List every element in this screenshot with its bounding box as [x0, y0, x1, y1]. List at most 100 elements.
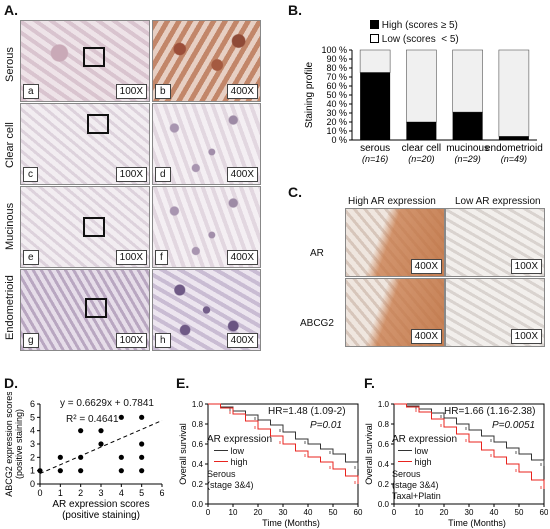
regression-equation: y = 0.6629x + 0.7841	[60, 398, 154, 409]
sublabel-g: g	[23, 333, 39, 348]
x-tick-label: 30	[279, 508, 288, 517]
bar-high-serous	[360, 72, 391, 140]
km-chart-e: 0.0 0.2 0.4 0.6 0.8 1.0 0 10 20 30 40 50 60 Time (Mon…	[178, 400, 363, 528]
data-point	[78, 468, 84, 474]
x-tick-label: 10	[415, 508, 424, 517]
sublabel-h: h	[155, 333, 171, 348]
n-label: (n=16)	[362, 154, 388, 164]
ihc-abcg2-low: 100X	[445, 278, 545, 347]
survival-curve-high	[394, 403, 545, 489]
hazard-ratio-f: HR=1.66 (1.16-2.38)	[444, 406, 536, 417]
y-tick-label: 50 %	[326, 90, 347, 100]
p-value-e: P=0.01	[310, 420, 342, 431]
y-tick-label: 0	[30, 479, 35, 489]
y-axis-label: ABCG2 expression scores	[4, 392, 14, 497]
x-tick-label: 50	[329, 508, 338, 517]
legend-low-f: low	[398, 446, 428, 456]
magnification-label: 400X	[226, 84, 258, 99]
x-tick-label: 2	[78, 488, 83, 498]
x-tick-label: 60	[354, 508, 363, 517]
bar-low-serous	[359, 49, 391, 73]
y-tick-label: 0.2	[192, 480, 204, 489]
sublabel-e: e	[23, 250, 39, 265]
legend-title-e: AR expression	[207, 434, 273, 445]
magnification-label: 100X	[115, 84, 147, 99]
y-tick-label: 5	[30, 412, 35, 422]
y-tick-label: 0.6	[192, 440, 204, 449]
y-tick-label: 0.2	[378, 480, 390, 489]
panel-label-f: F.	[364, 375, 375, 391]
y-tick-label: 40 %	[326, 99, 347, 109]
ihc-ar-high: 400X	[345, 208, 445, 277]
sublabel-d: d	[155, 167, 171, 182]
x-tick-label: 40	[490, 508, 499, 517]
cohort-e-1: Serous	[207, 469, 236, 479]
y-tick-label: 0.8	[378, 420, 390, 429]
y-tick-label: 1	[30, 466, 35, 476]
x-axis-label: AR expression scores	[52, 499, 149, 510]
data-point	[139, 441, 145, 447]
micrograph-endometrioid-100x: g 100X	[20, 269, 150, 351]
ihc-abcg2-high: 400X	[345, 278, 445, 347]
y-tick-label: 2	[30, 452, 35, 462]
hazard-ratio-e: HR=1.48 (1.09-2)	[268, 406, 346, 417]
legend-high-label: High (scores ≥ 5)	[381, 20, 458, 31]
y-axis-label-2: (positive staining)	[14, 409, 24, 479]
y-tick-label: 80 %	[326, 63, 347, 73]
row-label-clear-cell: Clear cell	[4, 122, 16, 168]
legend-line-low	[214, 450, 228, 451]
row-label-endometrioid: Endometrioid	[4, 275, 16, 340]
y-axis-label: Staining profile	[304, 61, 315, 128]
bar-high-clear-cell	[406, 122, 437, 140]
y-tick-label: 10 %	[326, 126, 347, 136]
cohort-f-2: (stage 3&4)	[392, 480, 439, 490]
data-point	[139, 468, 145, 474]
row-label-mucinous: Mucinous	[4, 202, 16, 250]
zoom-box	[87, 114, 109, 134]
legend-line-high	[214, 461, 228, 462]
y-tick-label: 0.8	[192, 420, 204, 429]
y-tick-label: 0 %	[331, 135, 347, 145]
magnification-label: 100X	[510, 329, 542, 344]
x-tick-label: 4	[119, 488, 124, 498]
p-value-text: P=0.01	[310, 420, 342, 431]
micrograph-clear-cell-400x: d 400X	[152, 103, 261, 185]
x-axis-label: Time (Months)	[448, 518, 506, 528]
p-value-f: P=0.0051	[492, 420, 535, 431]
cohort-e-2: (stage 3&4)	[207, 480, 254, 490]
data-point	[98, 428, 104, 434]
x-tick-label: 0	[206, 508, 211, 517]
sublabel-f: f	[155, 250, 168, 265]
data-point	[139, 414, 145, 420]
legend-title-f: AR expression	[392, 434, 458, 445]
row-label-abcg2: ABCG2	[300, 318, 334, 329]
micrograph-clear-cell-100x: c 100X	[20, 103, 150, 185]
legend-swatch-high	[370, 20, 379, 29]
micrograph-serous-100x: a 100X	[20, 20, 150, 102]
magnification-label: 100X	[115, 333, 147, 348]
x-tick-label: 1	[58, 488, 63, 498]
magnification-label: 400X	[410, 259, 442, 274]
km-chart-f: 0.0 0.2 0.4 0.6 0.8 1.0 0 10 20 30 40 50 60 Time (Mon…	[364, 400, 548, 528]
micrograph-mucinous-400x: f 400X	[152, 186, 261, 268]
x-tick-label: clear cell	[402, 143, 441, 154]
y-tick-label: 60 %	[326, 81, 347, 91]
y-tick-label: 6	[30, 399, 35, 409]
r-squared: R² = 0.4641	[66, 414, 119, 425]
stacked-bar-chart: Staining profile 0 %10 %20 %30 %40 %50 %6…	[304, 45, 543, 164]
x-tick-label: 0	[392, 508, 397, 517]
data-point	[98, 441, 104, 447]
x-tick-label: endometrioid	[485, 143, 543, 154]
legend-low-text: low	[414, 446, 429, 456]
legend-high-e: high	[214, 457, 248, 467]
micrograph-mucinous-100x: e 100X	[20, 186, 150, 268]
legend-high-f: high	[398, 457, 432, 467]
magnification-label: 400X	[226, 250, 258, 265]
legend-swatch-low	[370, 34, 379, 43]
legend-high-text: high	[414, 457, 432, 467]
data-point	[37, 468, 43, 474]
cohort-f-3: Taxal+Platin	[392, 491, 441, 501]
x-tick-label: 30	[465, 508, 474, 517]
n-label: (n=49)	[501, 154, 527, 164]
sublabel-b: b	[155, 84, 171, 99]
